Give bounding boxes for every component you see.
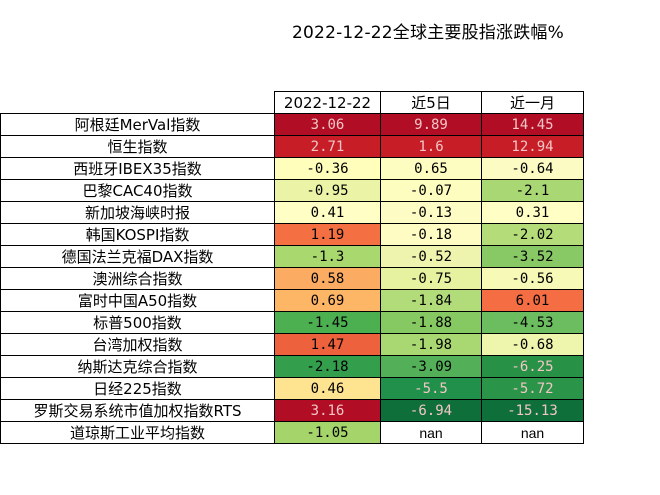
table-row: 巴黎CAC40指数 -0.95 -0.07 -2.1 (0, 179, 584, 202)
table-row: 阿根廷MerVal指数 3.06 9.89 14.45 (0, 113, 584, 136)
value-cell: -0.36 (274, 157, 381, 180)
value-cell: -2.02 (481, 223, 584, 246)
value-cell: 1.47 (274, 333, 381, 356)
row-label: 台湾加权指数 (0, 333, 275, 356)
table-row: 道琼斯工业平均指数 -1.05 nan nan (0, 421, 584, 444)
chart-title: 2022-12-22全球主要股指涨跌幅% (292, 23, 564, 43)
row-label: 道琼斯工业平均指数 (0, 421, 275, 444)
value-cell: -5.5 (380, 377, 482, 400)
table-row: 富时中国A50指数 0.69 -1.84 6.01 (0, 289, 584, 312)
table-row: 日经225指数 0.46 -5.5 -5.72 (0, 377, 584, 400)
table-row: 西班牙IBEX35指数 -0.36 0.65 -0.64 (0, 157, 584, 180)
value-cell: 9.89 (380, 113, 482, 136)
value-cell: -1.3 (274, 245, 381, 268)
value-cell: -1.45 (274, 311, 381, 334)
column-header-date: 2022-12-22 (274, 91, 381, 114)
value-cell: -6.25 (481, 355, 584, 378)
value-cell: -0.68 (481, 333, 584, 356)
value-cell: 12.94 (481, 135, 584, 158)
value-cell: -0.75 (380, 267, 482, 290)
value-cell: -1.84 (380, 289, 482, 312)
value-cell: -0.52 (380, 245, 482, 268)
row-label: 标普500指数 (0, 311, 275, 334)
value-cell: -3.52 (481, 245, 584, 268)
header-row: 2022-12-22 近5日 近一月 (1, 91, 584, 114)
value-cell: 0.31 (481, 201, 584, 224)
value-cell: -0.64 (481, 157, 584, 180)
value-cell: nan (380, 421, 482, 444)
table-container: 2022-12-22 近5日 近一月 阿根廷MerVal指数 3.06 9.89 14… (0, 91, 584, 444)
row-label: 阿根廷MerVal指数 (0, 113, 275, 136)
table-row: 德国法兰克福DAX指数 -1.3 -0.52 -3.52 (0, 245, 584, 268)
value-cell: 0.65 (380, 157, 482, 180)
row-label: 罗斯交易系统市值加权指数RTS (0, 399, 275, 422)
row-label: 德国法兰克福DAX指数 (0, 245, 275, 268)
index-change-table: 2022-12-22 近5日 近一月 阿根廷MerVal指数 3.06 9.89 14… (0, 91, 584, 444)
value-cell: 2.71 (274, 135, 381, 158)
corner-cell (1, 92, 275, 114)
row-label: 西班牙IBEX35指数 (0, 157, 275, 180)
table-row: 罗斯交易系统市值加权指数RTS 3.16 -6.94 -15.13 (0, 399, 584, 422)
table-row: 标普500指数 -1.45 -1.88 -4.53 (0, 311, 584, 334)
value-cell: 0.69 (274, 289, 381, 312)
row-label: 富时中国A50指数 (0, 289, 275, 312)
value-cell: 1.19 (274, 223, 381, 246)
value-cell: -6.94 (380, 399, 482, 422)
column-header-5day: 近5日 (380, 91, 482, 114)
value-cell: -15.13 (481, 399, 584, 422)
value-cell: 3.06 (274, 113, 381, 136)
column-header-1month: 近一月 (481, 91, 584, 114)
value-cell: -1.88 (380, 311, 482, 334)
row-label: 澳洲综合指数 (0, 267, 275, 290)
value-cell: 3.16 (274, 399, 381, 422)
value-cell: -0.18 (380, 223, 482, 246)
value-cell: -2.1 (481, 179, 584, 202)
table-body: 阿根廷MerVal指数 3.06 9.89 14.45 恒生指数 2.71 1.6 12.94… (0, 113, 584, 444)
value-cell: -5.72 (481, 377, 584, 400)
value-cell: 6.01 (481, 289, 584, 312)
table-row: 台湾加权指数 1.47 -1.98 -0.68 (0, 333, 584, 356)
value-cell: 0.41 (274, 201, 381, 224)
table-row: 澳洲综合指数 0.58 -0.75 -0.56 (0, 267, 584, 290)
table-row: 恒生指数 2.71 1.6 12.94 (0, 135, 584, 158)
table-row: 纳斯达克综合指数 -2.18 -3.09 -6.25 (0, 355, 584, 378)
value-cell: 0.46 (274, 377, 381, 400)
value-cell: 1.6 (380, 135, 482, 158)
row-label: 新加坡海峡时报 (0, 201, 275, 224)
value-cell: -1.98 (380, 333, 482, 356)
table-row: 韩国KOSPI指数 1.19 -0.18 -2.02 (0, 223, 584, 246)
value-cell: -0.56 (481, 267, 584, 290)
value-cell: -1.05 (274, 421, 381, 444)
value-cell: -0.13 (380, 201, 482, 224)
value-cell: -0.07 (380, 179, 482, 202)
value-cell: 14.45 (481, 113, 584, 136)
table-row: 新加坡海峡时报 0.41 -0.13 0.31 (0, 201, 584, 224)
value-cell: -4.53 (481, 311, 584, 334)
row-label: 日经225指数 (0, 377, 275, 400)
value-cell: -3.09 (380, 355, 482, 378)
row-label: 巴黎CAC40指数 (0, 179, 275, 202)
row-label: 韩国KOSPI指数 (0, 223, 275, 246)
value-cell: 0.58 (274, 267, 381, 290)
value-cell: nan (481, 421, 584, 444)
row-label: 恒生指数 (0, 135, 275, 158)
row-label: 纳斯达克综合指数 (0, 355, 275, 378)
value-cell: -2.18 (274, 355, 381, 378)
value-cell: -0.95 (274, 179, 381, 202)
